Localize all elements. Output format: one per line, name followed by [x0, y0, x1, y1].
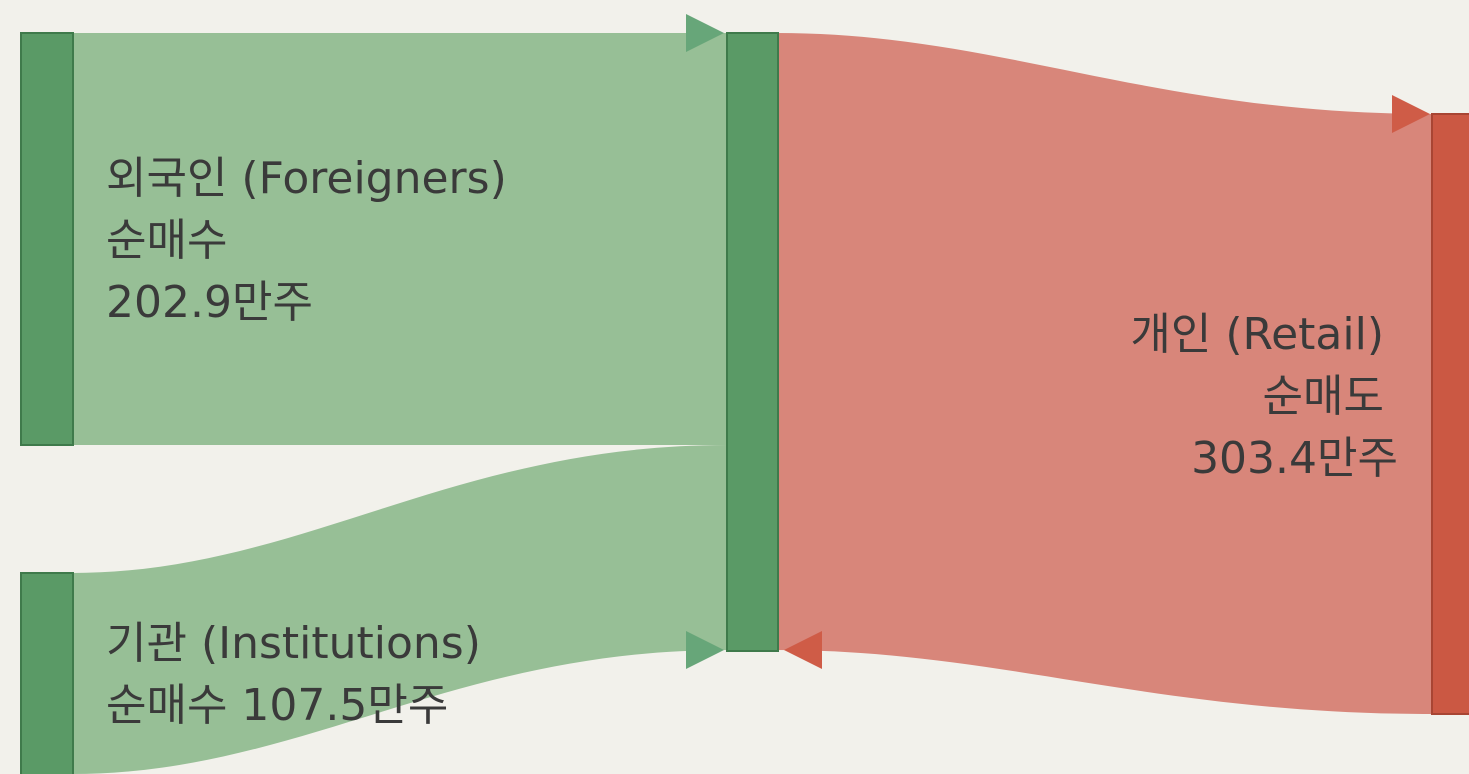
label-institutions-name: 기관 (Institutions) [106, 618, 481, 669]
flow-institutions-to-hub [72, 445, 727, 774]
label-institutions: 기관 (Institutions) 순매수 107.5만주 [106, 618, 495, 731]
label-foreigners-volume: 202.9만주 [106, 277, 313, 328]
node-foreigners [20, 32, 74, 446]
label-retail-name: 개인 (Retail) [1130, 309, 1384, 360]
label-retail: 개인 (Retail) 순매도 303.4만주 [1130, 309, 1398, 484]
label-retail-volume: 303.4만주 [1191, 433, 1398, 484]
label-foreigners-name: 외국인 (Foreigners) [106, 153, 507, 204]
label-foreigners-action: 순매수 [106, 215, 227, 266]
label-institutions-volume: 순매수 107.5만주 [106, 680, 448, 731]
node-retail [1431, 113, 1469, 715]
arrowhead-retail-in [1392, 95, 1430, 133]
label-foreigners: 외국인 (Foreigners) 순매수 202.9만주 [106, 153, 521, 328]
arrowhead-foreigners [686, 14, 724, 52]
flow-foreigners-to-hub [72, 33, 727, 445]
node-hub [726, 32, 779, 652]
arrowhead-institutions [686, 631, 724, 669]
flow-retail-to-hub [777, 33, 1432, 714]
arrowhead-retail-out [784, 631, 822, 669]
node-institutions [20, 572, 74, 774]
label-retail-action: 순매도 [1263, 371, 1384, 422]
